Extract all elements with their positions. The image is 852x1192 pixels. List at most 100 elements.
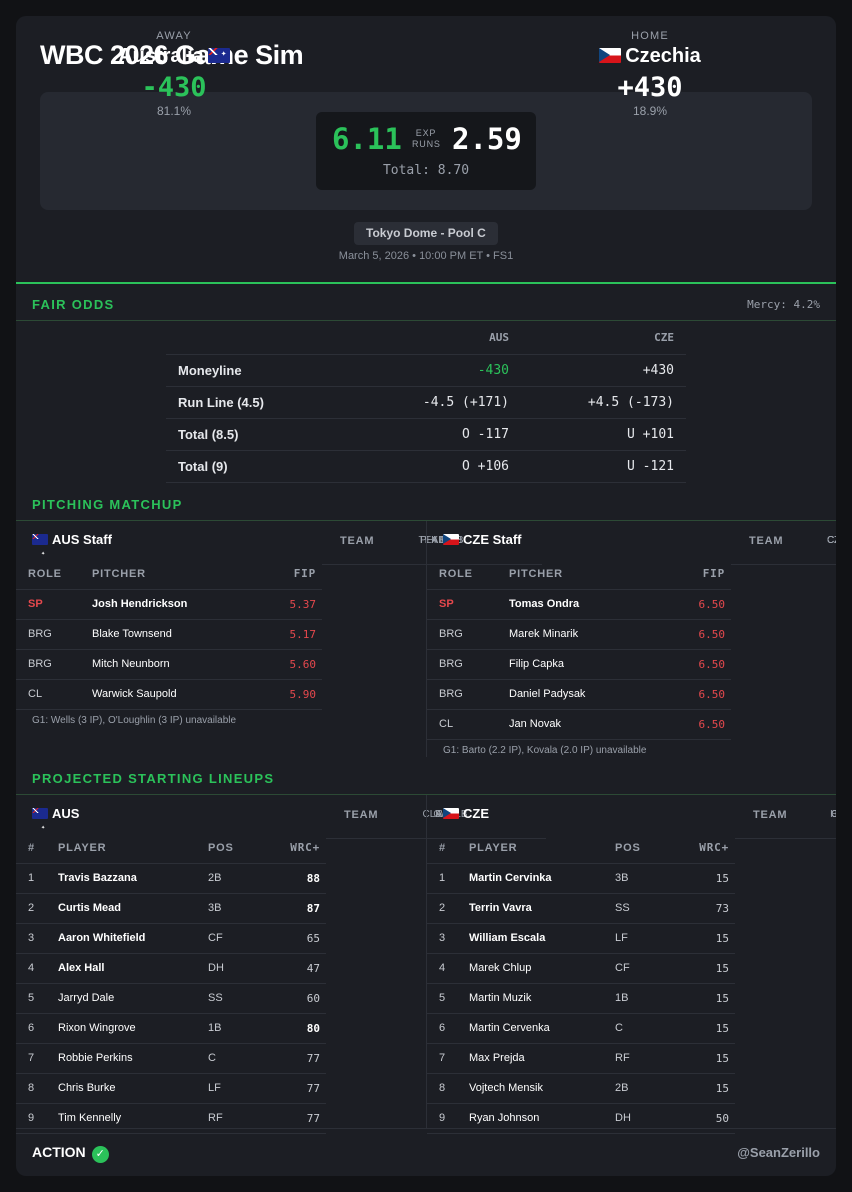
player-pos: 2B — [208, 863, 268, 894]
pitcher-fip: 6.50 — [669, 709, 731, 740]
odds-row-total-8-5: Total (8.5) O -117 U +101 — [166, 418, 686, 451]
aus-pitching-rows: SP Josh Hendrickson 5.37 ABL BRG Blake Townse… — [16, 535, 542, 710]
pitcher-role: CL — [427, 709, 509, 740]
player-wrc: 73 — [675, 893, 735, 924]
batting-order: 3 — [427, 923, 469, 954]
batting-order: 5 — [427, 983, 469, 1014]
pitcher-fip: 6.50 — [669, 649, 731, 680]
col-pitcher: PITCHER — [509, 559, 669, 590]
col-pos: POS — [208, 833, 268, 864]
batting-order: 7 — [427, 1043, 469, 1074]
col-role: ROLE — [427, 559, 509, 590]
player-wrc: 15 — [675, 1013, 735, 1044]
pitching-header-row: ROLE PITCHER FIP TEAM — [427, 535, 836, 590]
batting-order: 3 — [16, 923, 58, 954]
pitcher-role: SP — [427, 589, 509, 620]
away-expected-runs: 6.11 — [332, 122, 402, 156]
player-pos: 2B — [615, 1073, 675, 1104]
batting-order: 6 — [427, 1013, 469, 1044]
batting-order: 1 — [427, 863, 469, 894]
batting-order: 1 — [16, 863, 58, 894]
col-cze: CZE — [521, 322, 686, 355]
player-wrc: 88 — [268, 863, 326, 894]
cze-lineup-panel: CZE # PLAYER POS WRC+ TEAM 1 Martin Cervi… — [426, 795, 836, 1134]
pitcher-role: BRG — [16, 649, 92, 680]
cze-pitching-table: ROLE PITCHER FIP TEAM SP Tomas Ondra 6.50 C… — [427, 535, 836, 740]
player-name: William Escala — [469, 923, 615, 954]
pitcher-name: Marek Minarik — [509, 619, 669, 650]
pitcher-fip: 6.50 — [669, 679, 731, 710]
player-wrc: 60 — [268, 983, 326, 1014]
player-wrc: 15 — [675, 923, 735, 954]
aus-lineup-title: AUS — [52, 806, 80, 821]
batting-order: 4 — [16, 953, 58, 984]
pitcher-fip: 5.17 — [262, 619, 322, 650]
pitcher-row: BRG Mitch Neunborn 5.60 PHI MiLB — [16, 535, 542, 680]
player-name: Terrin Vavra — [469, 893, 615, 924]
pitcher-name: Josh Hendrickson — [92, 589, 262, 620]
player-pos: C — [615, 1013, 675, 1044]
exp-label: EXP — [415, 128, 437, 138]
player-name: Marek Chlup — [469, 953, 615, 984]
player-name: Jarryd Dale — [58, 983, 208, 1014]
pitcher-name: Warwick Saupold — [92, 679, 262, 710]
col-player: PLAYER — [469, 833, 615, 864]
player-wrc: 15 — [675, 983, 735, 1014]
home-team-name: Czechia — [625, 45, 701, 67]
cze-pitching-note: G1: Barto (2.2 IP), Kovala (2.0 IP) unav… — [443, 744, 647, 756]
odds-label: Moneyline — [166, 354, 356, 387]
odds-label: Total (8.5) — [166, 418, 356, 451]
aus-lineup-table: # PLAYER POS WRC+ TEAM 1 Travis Bazzana 2B… — [16, 809, 546, 1134]
lineup-header-row: # PLAYER POS WRC+ TEAM — [427, 809, 836, 864]
player-pos: 3B — [615, 863, 675, 894]
col-fip: FIP — [669, 559, 731, 590]
away-team-name: Australia — [118, 45, 204, 67]
lineups-title: PROJECTED STARTING LINEUPS — [32, 771, 275, 786]
player-name: Rixon Wingrove — [58, 1013, 208, 1044]
odds-cze: +430 — [521, 354, 686, 387]
pitcher-team: CZE Extra — [731, 535, 836, 565]
odds-aus: -4.5 (+171) — [356, 386, 521, 419]
cze-lineup-table: # PLAYER POS WRC+ TEAM 1 Martin Cervinka 3… — [427, 809, 836, 1134]
odds-label: Total (9) — [166, 450, 356, 483]
away-moneyline: -430 — [141, 72, 207, 103]
australia-flag-icon — [32, 808, 48, 847]
pitcher-role: SP — [16, 589, 92, 620]
batting-order: 7 — [16, 1043, 58, 1074]
venue-badge: Tokyo Dome - Pool C — [354, 222, 498, 245]
player-pos: C — [208, 1043, 268, 1074]
header-divider — [16, 282, 836, 284]
cze-lineup-title: CZE — [463, 806, 489, 821]
action-label-row: ACTION ✓ — [32, 1144, 109, 1163]
footer: ACTION ✓ @SeanZerillo — [16, 1128, 836, 1176]
pitcher-role: BRG — [427, 619, 509, 650]
aus-staff-title: AUS Staff — [52, 532, 112, 547]
pitcher-row: BRG Blake Townsend 5.17 TEX MiLB — [16, 535, 542, 650]
pitcher-role: BRG — [427, 679, 509, 710]
cze-staff-header: CZE Staff — [427, 521, 836, 559]
page-title: WBC 2026 Game Sim — [40, 40, 304, 70]
player-name: Martin Muzik — [469, 983, 615, 1014]
col-aus: AUS — [356, 322, 521, 355]
player-pos: CF — [615, 953, 675, 984]
col-role: ROLE — [16, 559, 92, 590]
odds-row-total-9: Total (9) O +106 U -121 — [166, 450, 686, 483]
odds-row-moneyline: Moneyline -430 +430 — [166, 354, 686, 387]
lineups-divider — [16, 794, 836, 795]
